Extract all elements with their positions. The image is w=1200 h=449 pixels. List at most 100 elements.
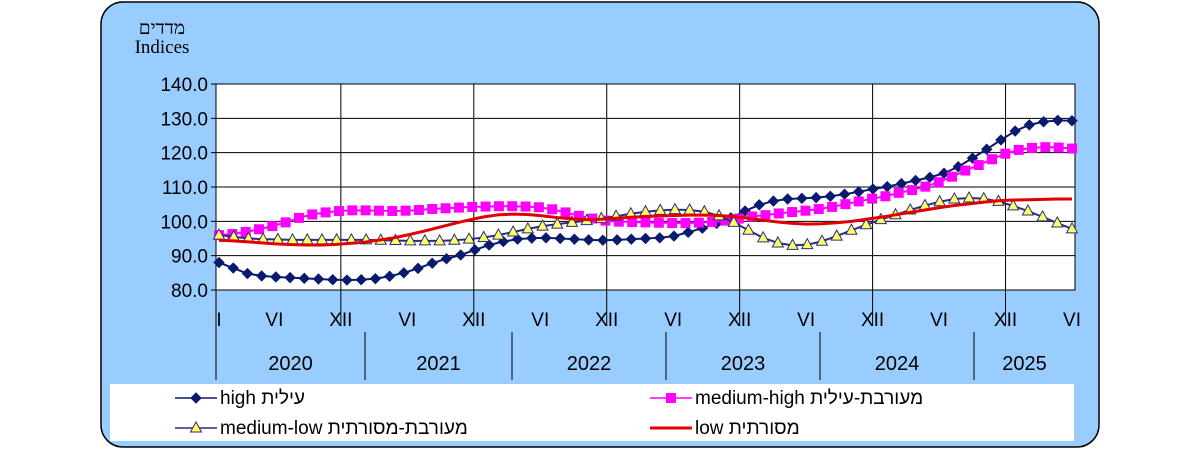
series-point <box>280 217 291 228</box>
series-point <box>880 191 891 202</box>
legend-item-medium_high: medium-high מעורבת-עילית <box>650 388 923 409</box>
y-tick-label: 110.0 <box>162 178 208 199</box>
series-point <box>742 223 755 235</box>
series-point <box>469 244 481 256</box>
series-point <box>773 208 784 219</box>
series-point <box>440 253 453 265</box>
series-point <box>511 233 524 245</box>
series-point <box>267 221 278 232</box>
series-point <box>786 238 799 250</box>
series-point <box>213 256 225 269</box>
series-point <box>320 207 331 218</box>
series-point <box>536 219 549 231</box>
series-point <box>526 232 538 244</box>
series-point <box>398 267 410 279</box>
series-point <box>355 273 367 286</box>
series-point <box>483 239 495 251</box>
series-point <box>840 199 851 210</box>
series-point <box>727 215 741 227</box>
year-label: 2024 <box>875 353 920 375</box>
x-month-label: VI <box>531 310 549 331</box>
series-point <box>787 207 798 218</box>
series-point <box>433 233 446 246</box>
series-point <box>418 233 432 246</box>
series-point <box>493 201 504 212</box>
series-point <box>212 228 226 240</box>
legend-box <box>110 384 1074 441</box>
series-point <box>668 230 680 242</box>
series-point <box>568 233 581 245</box>
y-tick-label: 120.0 <box>160 144 208 165</box>
series-point <box>767 195 780 207</box>
series-point <box>1053 142 1064 153</box>
series-point <box>827 201 838 212</box>
x-month-label: XII <box>861 310 884 331</box>
series-point <box>611 234 623 246</box>
series-point <box>933 194 946 207</box>
series-point <box>550 217 564 229</box>
series-point <box>298 272 311 285</box>
legend-label: low מסורתית <box>695 418 800 439</box>
series-point <box>565 215 579 227</box>
x-month-label: VI <box>797 310 815 331</box>
series-point <box>327 273 339 286</box>
series-point <box>507 201 518 212</box>
series-point <box>995 134 1007 146</box>
year-label: 2025 <box>1002 353 1047 375</box>
series-point <box>560 207 571 218</box>
x-month-label: XII <box>994 310 1017 331</box>
series-point <box>693 217 704 228</box>
series-point <box>1013 144 1024 155</box>
series-point <box>270 271 282 283</box>
series-group <box>212 114 1079 286</box>
legend-item-high: high עילית <box>175 388 305 409</box>
series-point <box>653 217 664 228</box>
series-point <box>666 393 676 403</box>
series-point <box>453 202 464 213</box>
series-point <box>627 217 638 228</box>
series-point <box>947 191 961 204</box>
series-point <box>640 217 651 228</box>
series-point <box>707 217 718 228</box>
series-point <box>813 203 824 214</box>
series-point <box>753 199 765 211</box>
series-point <box>284 271 296 284</box>
series-3 <box>218 197 1072 247</box>
x-month-label: VI <box>265 310 283 331</box>
x-month-label: VI <box>1063 310 1081 331</box>
series-point <box>920 181 931 192</box>
x-month-label: I <box>216 310 221 331</box>
series-point <box>1021 203 1035 216</box>
series-point <box>1065 221 1079 234</box>
series-point <box>400 205 411 216</box>
series-point <box>654 232 666 244</box>
series-point <box>867 193 878 204</box>
series-point <box>1040 142 1051 153</box>
x-month-label: VI <box>930 310 948 331</box>
series-point <box>1036 209 1049 222</box>
series-point <box>447 233 461 245</box>
y-tick-label: 90.0 <box>171 247 208 268</box>
legend-label: medium-low מעורבת-מסורתית <box>220 418 468 439</box>
series-point <box>938 167 950 179</box>
x-month-label: XII <box>462 310 485 331</box>
series-point <box>341 274 353 286</box>
series-point <box>387 206 398 217</box>
y-tick-label: 80.0 <box>171 281 208 302</box>
series-point <box>413 205 424 216</box>
series-point <box>859 217 873 230</box>
series-point <box>241 267 254 280</box>
series-point <box>682 226 694 239</box>
series-point <box>1000 148 1011 159</box>
series-point <box>1052 114 1064 127</box>
series-point <box>533 202 544 213</box>
series-point <box>1009 125 1021 137</box>
series-point <box>190 392 202 404</box>
series-point <box>521 221 535 234</box>
series-point <box>1027 142 1038 153</box>
series-point <box>973 160 984 171</box>
series-point <box>824 190 837 202</box>
series-point <box>796 192 808 205</box>
series-point <box>462 232 476 244</box>
